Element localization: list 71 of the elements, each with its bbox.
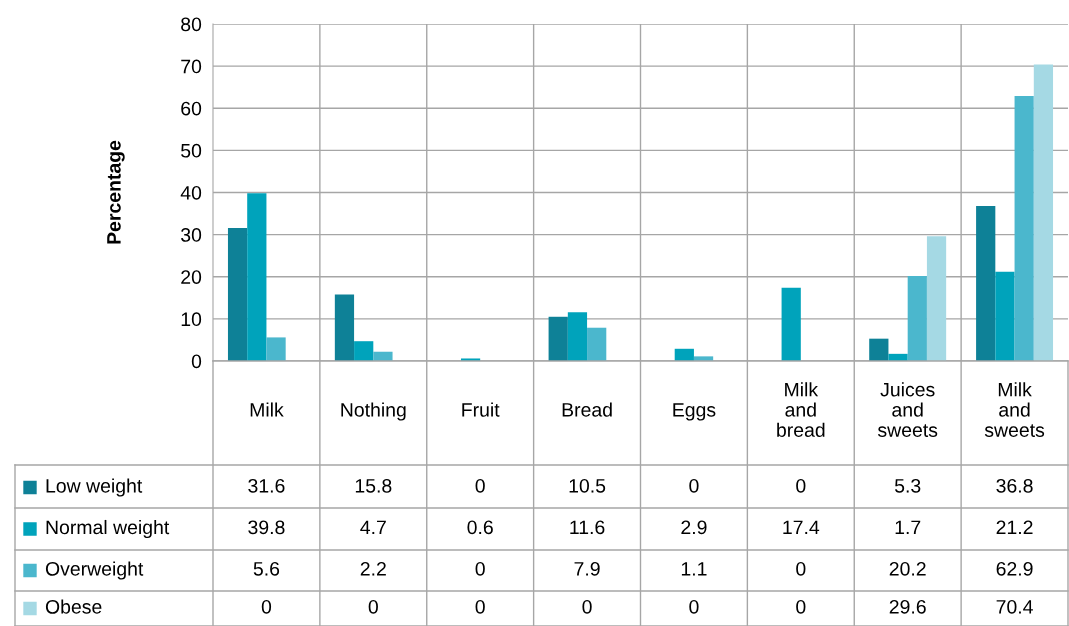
y-tick-label: 50 xyxy=(181,143,202,158)
y-tick-label: 60 xyxy=(181,101,202,116)
data-label: 39.8 xyxy=(248,520,285,535)
bar xyxy=(567,312,588,361)
data-label: 21.2 xyxy=(996,520,1033,535)
data-label: 31.6 xyxy=(248,478,285,493)
bar xyxy=(587,327,607,361)
data-label: 0 xyxy=(475,478,485,493)
legend-label: Low weight xyxy=(46,478,143,497)
data-label: 36.8 xyxy=(996,478,1033,493)
x-tick-label: Bread xyxy=(562,402,612,417)
y-tick-label: 10 xyxy=(181,312,202,327)
bar xyxy=(976,205,996,361)
data-label: 0 xyxy=(475,561,485,576)
y-tick-label: 20 xyxy=(181,270,202,284)
x-tick-label: Milk xyxy=(250,402,284,417)
y-tick-label: 40 xyxy=(180,185,202,200)
bar xyxy=(373,351,393,361)
x-tick-label: Nothing xyxy=(341,402,406,421)
bar xyxy=(995,271,1015,361)
legend-label: Overweight xyxy=(45,561,144,580)
data-label: 0 xyxy=(475,599,485,614)
data-label: 10.5 xyxy=(569,478,606,493)
x-tick-label: Milk and sweets xyxy=(984,382,1045,437)
data-label: 7.9 xyxy=(574,561,600,576)
data-label: 5.6 xyxy=(253,561,280,576)
data-label: 2.2 xyxy=(360,561,386,576)
bar xyxy=(334,294,355,361)
data-label: 0 xyxy=(796,478,806,493)
data-label: 62.9 xyxy=(996,561,1033,576)
bar xyxy=(247,193,267,361)
data-label: 0.6 xyxy=(467,520,493,535)
data-label: 0 xyxy=(368,599,378,614)
y-tick-label: 70 xyxy=(181,59,202,74)
bar xyxy=(227,227,248,361)
legend-label: Obese xyxy=(45,599,102,614)
y-axis-title: Percentage xyxy=(107,140,125,244)
bar xyxy=(1033,64,1054,361)
bar xyxy=(869,338,889,361)
data-label: 0 xyxy=(796,599,806,614)
data-label: 70.4 xyxy=(996,599,1033,614)
x-tick-label: Fruit xyxy=(462,402,500,417)
legend-label: Normal weight xyxy=(46,519,170,539)
data-label: 0 xyxy=(261,599,272,614)
data-label: 0 xyxy=(582,599,592,614)
data-label: 20.2 xyxy=(889,561,926,576)
bar xyxy=(548,316,568,361)
data-label: 2.9 xyxy=(681,520,707,535)
x-tick-label: Milk and bread xyxy=(777,382,825,437)
data-label: 17.4 xyxy=(783,520,820,535)
bar xyxy=(266,337,286,361)
bar xyxy=(354,341,374,361)
y-tick-label: 80 xyxy=(181,17,202,32)
y-tick-label: 0 xyxy=(191,354,202,369)
data-label: 15.8 xyxy=(355,478,392,493)
y-tick-label: 30 xyxy=(181,228,202,242)
bar xyxy=(1014,96,1034,361)
bar xyxy=(781,287,801,361)
data-label: 0 xyxy=(796,561,806,576)
data-label: 1.7 xyxy=(895,520,921,535)
data-label: 0 xyxy=(689,599,699,614)
x-tick-label: Eggs xyxy=(673,403,716,421)
data-label: 1.1 xyxy=(681,562,707,576)
data-label: 0 xyxy=(689,478,699,493)
x-tick-label: Juices and sweets xyxy=(877,382,938,437)
data-label: 11.6 xyxy=(570,520,605,535)
data-label: 4.7 xyxy=(360,520,386,535)
bar xyxy=(907,275,927,361)
data-label: 5.3 xyxy=(894,478,921,493)
data-label: 29.6 xyxy=(889,599,926,614)
bar xyxy=(926,236,947,361)
